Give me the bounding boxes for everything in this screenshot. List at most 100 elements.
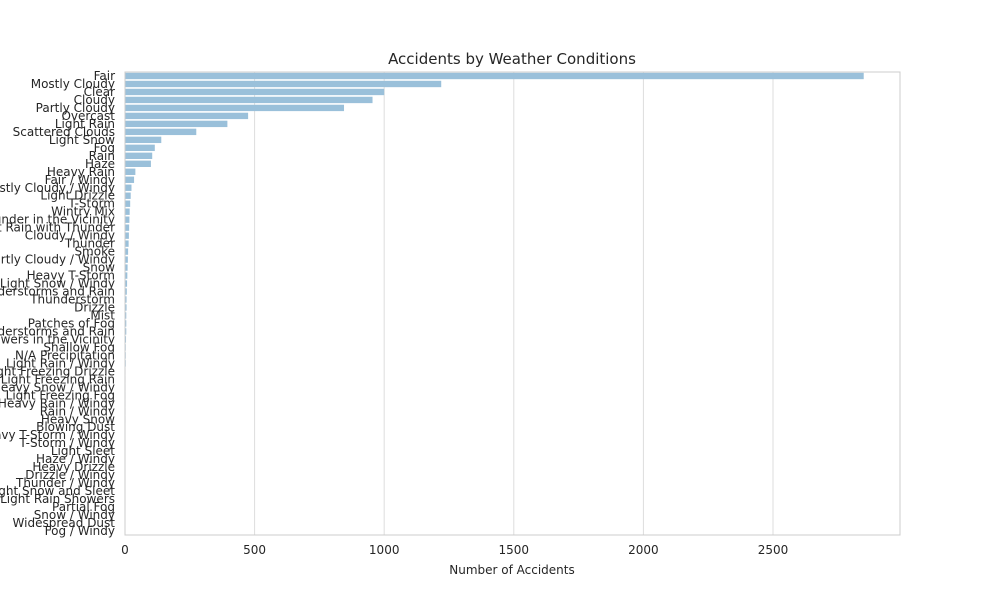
category-label: Light Freezing Rain [1,372,115,386]
category-label: Heavy T-Storm / Windy [0,428,115,442]
category-label: Heavy Drizzle [32,460,115,474]
bar [125,104,345,112]
bar [125,280,128,287]
category-label: Showers in the Vicinity [0,332,115,346]
x-axis-label: Number of Accidents [449,563,575,577]
category-label: Light Snow / Windy [0,277,115,291]
category-label: Rain / Windy [40,404,115,418]
category-label: Rain [89,149,115,163]
x-tick-label: 0 [121,543,129,557]
category-label: Fog [94,141,115,155]
category-label: Overcast [61,109,115,123]
bar [125,152,153,160]
category-label: Light Rain with Thunder [0,221,115,235]
bar [125,72,864,80]
bar [125,232,129,239]
x-tick-label: 2500 [758,543,789,557]
category-label: Fair [94,69,115,83]
category-label: Thunderstorm [29,293,115,307]
category-label: Mostly Cloudy / Windy [0,181,115,195]
bar [125,312,127,319]
bar [125,224,130,231]
category-label: Thunder / Windy [15,476,115,490]
bar [125,256,128,263]
bar [125,304,127,311]
bar [125,112,249,120]
x-tick-labels: 0 500 1000 1500 2000 2500 [121,543,788,557]
category-label: Patches of Fog [28,316,115,330]
bar [125,216,130,223]
category-label: Shallow Fog [43,340,115,354]
category-label: Wintry Mix [51,205,115,219]
bar [125,320,127,327]
bar [125,128,197,136]
category-label: Scattered Clouds [13,125,115,139]
category-label: Light Freezing Drizzle [0,364,115,378]
category-label: Drizzle / Windy [25,468,115,482]
chart-title: Accidents by Weather Conditions [388,50,636,68]
bar [125,208,130,215]
category-label: Smoke [74,245,115,259]
category-label: T-Storm / Windy [18,436,115,450]
category-label: Fog / Windy [45,524,115,538]
bars [125,72,864,535]
category-label: Drizzle [74,300,115,314]
category-label: Light Sleet [51,444,115,458]
x-tick-label: 500 [243,543,266,557]
category-label: Heavy Snow / Windy [0,380,115,394]
category-label: Heavy Snow [41,412,115,426]
bar [125,288,127,295]
bar [125,120,228,128]
bar [125,160,151,167]
category-label: Partly Cloudy [36,101,115,115]
category-label: Thunderstorms and Rain [0,285,115,299]
category-label: Cloudy / Windy [25,229,115,243]
x-tick-label: 1500 [499,543,530,557]
bar [125,176,135,183]
category-label: Heavy T-Storm [27,269,115,283]
category-label: Heavy Rain / Windy [0,396,115,410]
category-label: Blowing Dust [36,420,115,434]
bar [125,240,129,247]
category-label: Light Rain / Windy [6,356,115,370]
category-label: Mostly Cloudy [31,77,115,91]
category-label: Snow [83,261,116,275]
bar [125,80,442,88]
category-label: Haze / Windy [36,452,115,466]
category-label: Cloudy [74,93,115,107]
category-label: Light Rain [55,117,115,131]
category-label: Partial Fog [52,500,115,514]
bar [125,328,127,335]
category-label: Light Thunderstorms and Rain [0,324,115,338]
bar [125,144,155,152]
bar [125,96,373,104]
category-label: Snow / Windy [34,508,115,522]
category-label: Light Drizzle [40,189,115,203]
bar [125,272,128,279]
plot-frame [124,71,901,536]
category-label: Light Snow and Sleet [0,484,115,498]
category-label: N/A Precipitation [15,348,115,362]
bar [125,136,162,144]
category-label: Partly Cloudy / Windy [0,253,115,267]
x-tick-label: 1000 [369,543,400,557]
bar [125,336,127,343]
category-label: Fair / Windy [45,173,115,187]
category-label: Clear [84,85,115,99]
category-label: Heavy Rain [47,165,115,179]
category-label: Thunder in the Vicinity [0,213,115,227]
x-tick-label: 2000 [628,543,659,557]
category-label: Widespread Dust [13,516,116,530]
category-label: Light Rain Showers [0,492,115,506]
category-label: Mist [90,308,115,322]
bar [125,264,128,271]
bar [125,248,129,255]
bar [125,184,132,191]
grid-lines [124,72,774,535]
category-label: Light Freezing Fog [6,388,115,402]
bar [125,168,136,175]
category-label: Haze [85,157,115,171]
category-label: Thunder [64,237,115,251]
category-label: Light Snow [49,133,115,147]
bar [125,296,127,303]
